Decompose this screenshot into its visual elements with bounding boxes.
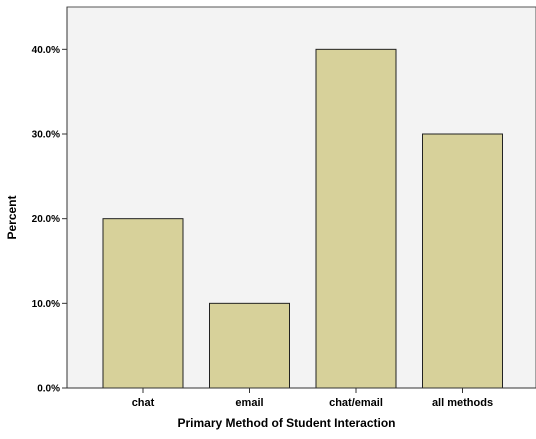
x-category-label: email: [235, 397, 263, 409]
x-category-label: all methods: [432, 397, 493, 409]
x-category-label: chat: [132, 397, 155, 409]
x-category-layer: chat email chat/email all methods: [132, 388, 493, 409]
y-tick-label: 20.0%: [32, 214, 60, 225]
bar-email: [209, 302, 290, 389]
y-ticks-layer: 0.0% 10.0% 20.0% 30.0% 40.0%: [32, 45, 67, 395]
y-tick-label: 0.0%: [37, 384, 60, 395]
bar-all-methods: [422, 133, 503, 389]
x-category-label: chat/email: [329, 397, 383, 409]
y-tick-label: 10.0%: [32, 299, 60, 310]
x-axis-title: Primary Method of Student Interaction: [177, 416, 395, 430]
y-tick-label: 40.0%: [32, 45, 60, 56]
bars-layer: [102, 48, 503, 389]
y-tick-label: 30.0%: [32, 130, 60, 141]
bar-chat-email: [315, 48, 397, 389]
bar-chat: [102, 218, 184, 389]
y-axis-title: Percent: [5, 195, 19, 239]
